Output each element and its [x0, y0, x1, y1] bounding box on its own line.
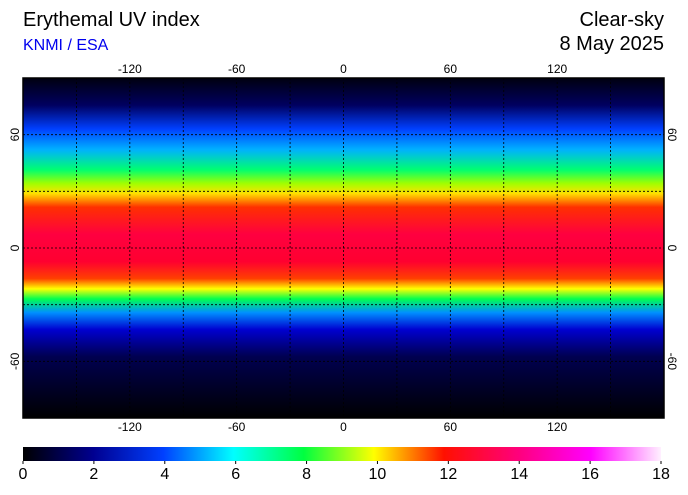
colorbar-label: 10 — [369, 466, 387, 483]
lon-label-top: 120 — [547, 62, 567, 76]
lat-label-right: 60 — [665, 128, 679, 142]
lon-label-bottom: 120 — [547, 420, 567, 434]
condition: Clear-sky — [580, 9, 664, 31]
colorbar — [23, 447, 661, 461]
colorbar-label: 0 — [19, 466, 28, 483]
lon-label-bottom: -60 — [228, 420, 246, 434]
map-frame — [22, 77, 665, 419]
lon-label-bottom: 60 — [444, 420, 458, 434]
colorbar-label: 12 — [439, 466, 457, 483]
lon-label-top: 0 — [340, 62, 347, 76]
lon-label-bottom: 0 — [340, 420, 347, 434]
lat-label-left: -60 — [8, 352, 22, 370]
graticule — [23, 78, 664, 418]
lon-label-top: -120 — [118, 62, 142, 76]
lat-label-left: 0 — [8, 244, 22, 251]
lon-label-top: -60 — [228, 62, 246, 76]
colorbar-label: 6 — [231, 466, 240, 483]
colorbar-label: 2 — [89, 466, 98, 483]
colorbar-label: 8 — [302, 466, 311, 483]
lat-label-right: 0 — [665, 245, 679, 252]
colorbar-label: 14 — [510, 466, 528, 483]
lat-label-left: 60 — [8, 128, 22, 142]
title: Erythemal UV index — [23, 9, 200, 31]
source: KNMI / ESA — [23, 37, 109, 54]
lon-label-bottom: -120 — [118, 420, 142, 434]
colorbar-label: 18 — [652, 466, 670, 483]
lon-label-top: 60 — [444, 62, 458, 76]
colorbar-label: 16 — [581, 466, 599, 483]
date: 8 May 2025 — [559, 33, 664, 55]
colorbar-label: 4 — [160, 466, 169, 483]
lat-label-right: -60 — [665, 353, 679, 371]
